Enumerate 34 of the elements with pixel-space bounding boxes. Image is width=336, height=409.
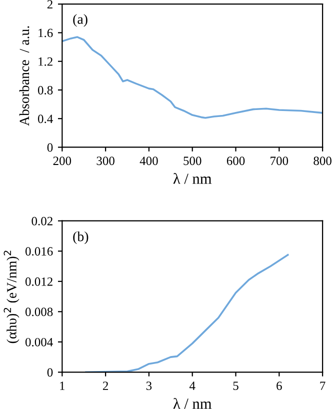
x-tick-label: 500 (184, 156, 202, 166)
y-tick-label: 0.4 (38, 114, 53, 124)
x-tick-label: 300 (96, 156, 114, 166)
x-tick-label: 4 (189, 382, 196, 390)
x-tick-label: 800 (314, 156, 332, 166)
y-tick-label: 0 (47, 368, 53, 377)
x-tick-label: 7 (320, 382, 326, 390)
y-tick-label: 0.8 (38, 86, 53, 94)
y-tick-label: 0.02 (32, 216, 52, 226)
x-tick-label: 600 (226, 156, 245, 166)
x-tick-label: 400 (140, 156, 158, 166)
x-tick-label: 1 (60, 382, 65, 390)
x-axis-title: λ / nm (173, 173, 212, 184)
y-tick-label: 0.004 (25, 338, 53, 346)
x-tick-label: 5 (233, 382, 238, 390)
annotation: (b) (73, 231, 88, 244)
y-tick-label: 0 (47, 143, 53, 152)
y-tick-label: 2 (47, 0, 52, 8)
line-series (62, 36, 323, 119)
y-tick-label: 1.2 (38, 57, 52, 66)
x-tick-label: 2 (102, 382, 108, 390)
x-tick-label: 700 (270, 156, 288, 166)
y-axis-title: (αhυ)$^{2}$ (eV/nm)$^{2}$ (4, 250, 20, 344)
x-tick-label: 3 (146, 382, 152, 390)
y-tick-label: 0.008 (25, 308, 53, 316)
y-tick-label: 0.012 (25, 277, 52, 286)
x-tick-label: 200 (53, 156, 72, 166)
line-series (85, 254, 289, 372)
y-tick-label: 1.6 (38, 28, 53, 38)
x-tick-label: 6 (276, 382, 282, 390)
y-axis-title: Absorbance / a.u. (19, 26, 30, 126)
x-axis-title: λ / nm (173, 398, 212, 409)
y-tick-label: 0.016 (25, 247, 53, 256)
annotation: (a) (73, 14, 88, 27)
